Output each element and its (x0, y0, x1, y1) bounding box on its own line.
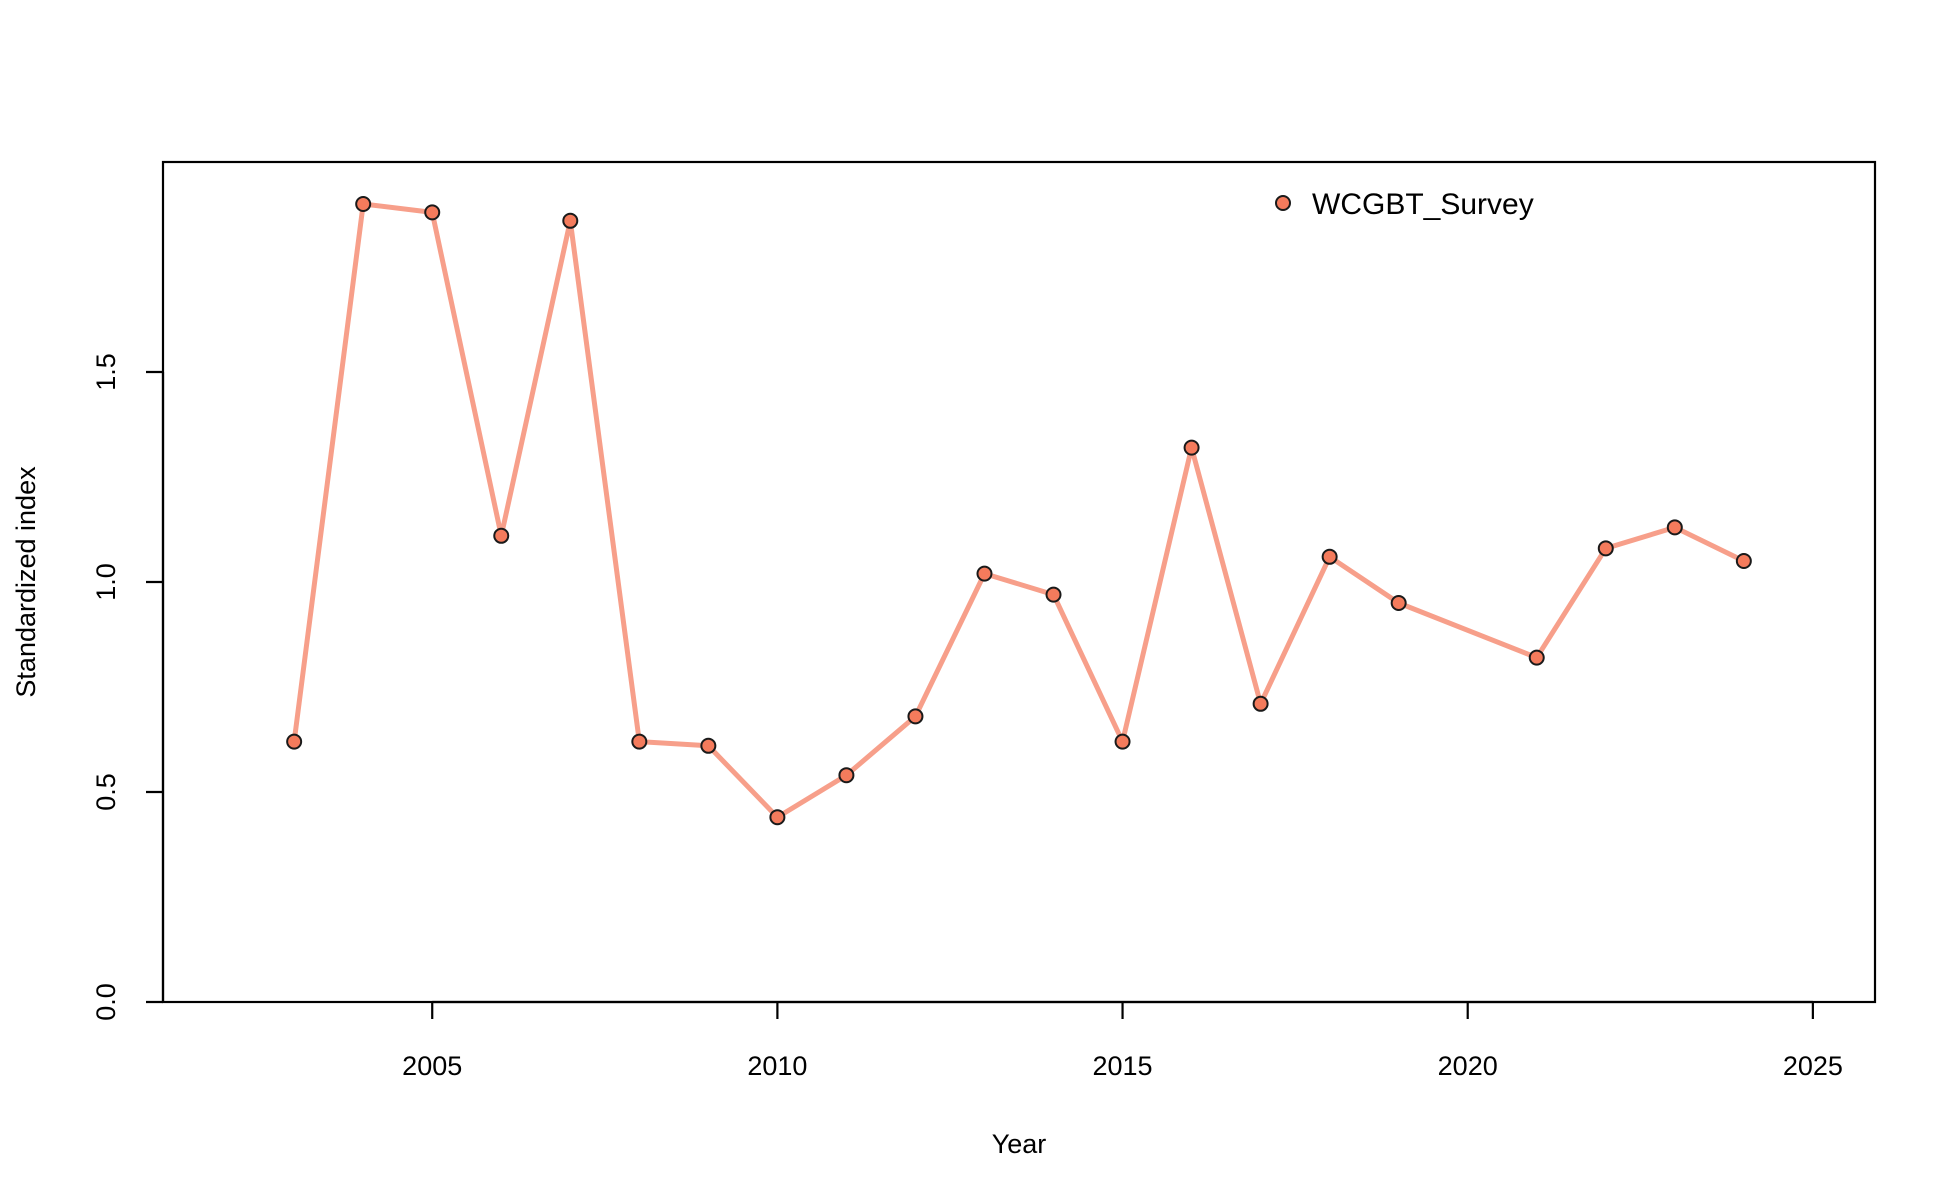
legend: WCGBT_Survey (1275, 188, 1534, 221)
series-line (291, 201, 1745, 820)
x-tick-label: 2010 (747, 1051, 807, 1081)
x-tick-label: 2005 (402, 1051, 462, 1081)
data-point (1252, 695, 1269, 712)
y-tick-label: 1.5 (91, 353, 121, 391)
data-point (1735, 553, 1752, 569)
x-tick-label: 2025 (1783, 1051, 1843, 1081)
data-point (1114, 733, 1131, 750)
data-point (907, 708, 924, 725)
legend-label: WCGBT_Survey (1312, 188, 1534, 221)
data-point (700, 737, 717, 754)
data-point (424, 204, 441, 221)
data-point (1045, 586, 1062, 603)
data-point (1666, 519, 1683, 536)
data-point (286, 733, 303, 750)
data-point (631, 733, 648, 750)
x-tick-label: 2020 (1438, 1051, 1498, 1081)
y-tick-label: 0.5 (91, 773, 121, 811)
data-point (1390, 595, 1407, 611)
data-point (1183, 439, 1200, 456)
x-tick-label: 2015 (1093, 1051, 1153, 1081)
data-point (355, 196, 372, 212)
data-point (562, 212, 579, 229)
data-point (1321, 548, 1338, 565)
legend-marker (1275, 195, 1291, 211)
data-point (493, 527, 510, 544)
data-point (769, 809, 786, 826)
series-layer (286, 196, 1752, 826)
data-point (1528, 649, 1545, 666)
y-tick-label: 0.0 (91, 983, 121, 1021)
x-axis: 2005 2010 2015 2020 2025 (402, 1000, 1843, 1081)
y-axis: 0.0 0.5 1.0 1.5 (91, 353, 165, 1021)
y-axis-label: Standardized index (11, 466, 41, 698)
data-point (976, 565, 993, 582)
data-point (1597, 540, 1614, 557)
y-tick-label: 1.0 (91, 563, 121, 601)
x-axis-label: Year (992, 1129, 1047, 1159)
data-point (838, 767, 855, 784)
